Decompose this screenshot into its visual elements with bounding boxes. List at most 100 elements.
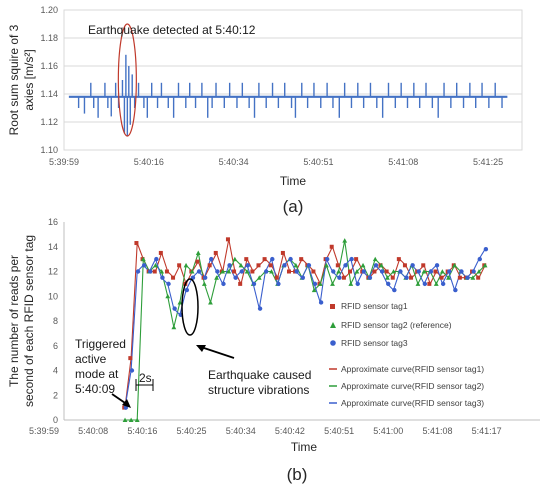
chart-b-point-tag3 bbox=[270, 256, 275, 262]
chart-b-point-tag2 bbox=[232, 256, 238, 262]
chart-b-point-tag2 bbox=[226, 269, 232, 274]
chart-b-point-tag3 bbox=[239, 269, 244, 274]
chart-b-point-tag2 bbox=[171, 324, 177, 330]
chart-b-point-tag3 bbox=[154, 256, 159, 262]
chart-b-point-tag3 bbox=[245, 263, 251, 268]
chart-b-point-tag2 bbox=[256, 275, 262, 280]
chart-a-y-tick-label: 1.18 bbox=[40, 33, 58, 43]
chart-b-point-tag1 bbox=[409, 275, 414, 280]
chart-b-point-tag2 bbox=[342, 238, 348, 243]
chart-b-trigger-label-line1: Triggered bbox=[75, 337, 126, 351]
chart-b-trigger-label-line4: 5:40:09 bbox=[75, 382, 115, 396]
chart-b-point-tag1 bbox=[134, 241, 139, 246]
chart-b-x-axis-title: Time bbox=[291, 440, 318, 454]
chart-b-point-tag3 bbox=[386, 281, 391, 287]
chart-b-legend: RFID sensor tag1 RFID sensor tag2 (refer… bbox=[329, 301, 484, 408]
chart-b-x-tick-label: 5:41:08 bbox=[422, 426, 452, 436]
chart-a-y-tick-label: 1.16 bbox=[40, 61, 58, 71]
chart-b-point-tag2 bbox=[153, 262, 158, 268]
chart-b-x-tick-label: 5:41:17 bbox=[472, 426, 502, 436]
chart-b-point-tag3 bbox=[282, 263, 287, 268]
chart-b-point-tag1 bbox=[213, 250, 218, 255]
chart-a-gridlines bbox=[64, 9, 522, 151]
chart-b-point-tag2 bbox=[317, 281, 323, 286]
chart-b-point-tag1 bbox=[232, 269, 237, 274]
chart-a-x-tick-label: 5:40:16 bbox=[134, 157, 164, 167]
chart-b-point-tag2 bbox=[354, 269, 360, 274]
chart-b-point-tag2 bbox=[195, 250, 201, 255]
chart-b-point-tag3 bbox=[276, 281, 281, 287]
chart-b-point-tag3 bbox=[251, 281, 257, 287]
chart-b-point-tag1 bbox=[171, 275, 176, 280]
chart-b-point-tag2 bbox=[189, 269, 195, 274]
chart-b-point-tag3 bbox=[355, 281, 360, 287]
chart-b-point-tag3 bbox=[337, 275, 342, 280]
chart-b-point-tag3 bbox=[288, 256, 293, 262]
chart-b-point-tag1 bbox=[158, 250, 163, 255]
chart-b-point-tag1 bbox=[128, 356, 133, 361]
chart-b-point-tag2 bbox=[177, 300, 183, 305]
chart-a-y-tick-label: 1.14 bbox=[40, 89, 58, 99]
chart-b-point-tag2 bbox=[159, 269, 165, 274]
chart-b-point-tag1 bbox=[348, 269, 353, 274]
chart-b-point-tag1 bbox=[195, 259, 200, 264]
chart-b-point-tag2 bbox=[433, 281, 439, 286]
chart-a-y-axis-title-line1: Root sum squire of 3 bbox=[7, 24, 21, 135]
legend-label-approx2: Approximate curve(RFID sensor tag2) bbox=[341, 381, 484, 391]
chart-a-x-tick-label: 5:41:08 bbox=[388, 157, 418, 167]
chart-b-y-tick-labels: 0 2 4 6 8 10 12 14 16 bbox=[48, 217, 58, 425]
chart-b-point-tag3 bbox=[221, 281, 226, 287]
chart-b-point-tag2 bbox=[183, 262, 189, 268]
chart-b-point-tag1 bbox=[250, 269, 255, 274]
chart-b-x-tick-label: 5:40:34 bbox=[226, 426, 256, 436]
chart-a-x-tick-label: 5:40:34 bbox=[219, 157, 249, 167]
chart-a-x-tick-label: 5:39:59 bbox=[49, 157, 79, 167]
chart-b-point-tag2 bbox=[360, 262, 366, 268]
chart-b-point-tag3 bbox=[422, 281, 428, 287]
chart-b-point-tag1 bbox=[256, 263, 261, 268]
chart-b-point-tag1 bbox=[238, 281, 243, 286]
chart-b-point-tag3 bbox=[404, 275, 409, 280]
chart-b-point-tag1 bbox=[476, 275, 481, 280]
chart-b-point-tag2 bbox=[476, 269, 482, 274]
chart-b-point-tag3 bbox=[172, 306, 177, 311]
chart-b: 0 2 4 6 8 10 12 14 16 5:39:59 5:40:08 5:40:16 5:40:… bbox=[7, 217, 540, 484]
chart-b-y-axis-title-line1: The number of reads per bbox=[7, 255, 21, 387]
chart-a-y-tick-label: 1.20 bbox=[40, 5, 58, 15]
chart-b-point-tag2 bbox=[336, 269, 342, 274]
panel-b-label: (b) bbox=[287, 465, 308, 484]
chart-b-x-tick-label: 5:41:00 bbox=[373, 426, 403, 436]
chart-b-point-tag2 bbox=[244, 269, 250, 274]
chart-b-x-tick-label: 5:40:08 bbox=[78, 426, 108, 436]
chart-a-x-axis-title: Time bbox=[280, 174, 307, 188]
chart-b-point-tag3 bbox=[190, 275, 196, 280]
chart-b-point-tag2 bbox=[128, 417, 134, 422]
chart-b-point-tag2 bbox=[372, 256, 378, 262]
chart-b-point-tag1 bbox=[280, 250, 285, 255]
chart-b-point-tag1 bbox=[354, 257, 359, 262]
chart-b-point-tag1 bbox=[299, 257, 304, 262]
chart-b-vibration-arrowhead bbox=[196, 345, 206, 352]
chart-b-point-tag1 bbox=[152, 269, 157, 274]
chart-b-point-tag1 bbox=[244, 257, 249, 262]
chart-b-y-tick-label: 2 bbox=[53, 390, 58, 400]
chart-b-points bbox=[122, 237, 489, 422]
legend-label-tag2: RFID sensor tag2 (reference) bbox=[341, 320, 452, 330]
chart-b-y-tick-label: 12 bbox=[48, 267, 58, 277]
chart-b-point-tag2 bbox=[391, 269, 396, 274]
chart-b-point-tag3 bbox=[416, 269, 421, 274]
chart-b-trigger-label-line2: active bbox=[75, 352, 107, 366]
chart-a: 1.101.121.141.161.181.20 5:39:59 5:40:16 5… bbox=[7, 5, 523, 216]
chart-b-point-tag1 bbox=[421, 263, 426, 268]
chart-b-point-tag3 bbox=[392, 287, 397, 293]
chart-b-point-tag2 bbox=[214, 275, 219, 280]
legend-label-tag3: RFID sensor tag3 bbox=[341, 338, 408, 348]
chart-b-point-tag3 bbox=[294, 269, 299, 274]
chart-b-point-tag1 bbox=[268, 263, 273, 268]
chart-b-point-tag3 bbox=[300, 275, 305, 280]
chart-b-point-tag3 bbox=[166, 281, 171, 287]
chart-a-x-tick-label: 5:41:25 bbox=[473, 157, 503, 167]
chart-b-point-tag2 bbox=[311, 287, 317, 293]
chart-b-2s-label: 2s bbox=[139, 371, 152, 385]
chart-b-point-tag1 bbox=[396, 257, 401, 262]
